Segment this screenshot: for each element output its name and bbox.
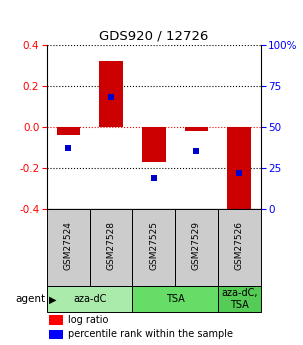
Bar	[49, 315, 63, 325]
Text: aza-dC: aza-dC	[73, 294, 106, 304]
Bar	[99, 61, 123, 127]
Bar	[57, 127, 80, 135]
Bar	[132, 286, 218, 312]
Bar	[90, 209, 132, 286]
Bar	[175, 209, 218, 286]
Text: aza-dC,
TSA: aza-dC, TSA	[221, 288, 258, 310]
Bar	[228, 127, 251, 215]
Title: GDS920 / 12726: GDS920 / 12726	[99, 29, 208, 42]
Bar	[218, 286, 261, 312]
Bar	[132, 209, 175, 286]
Bar	[185, 127, 208, 131]
Text: percentile rank within the sample: percentile rank within the sample	[68, 329, 233, 339]
Bar	[47, 209, 90, 286]
Bar	[47, 286, 132, 312]
Bar	[218, 209, 261, 286]
Text: GSM27529: GSM27529	[192, 221, 201, 270]
Text: GSM27524: GSM27524	[64, 221, 73, 270]
Text: GSM27528: GSM27528	[107, 221, 115, 270]
Text: ▶: ▶	[48, 294, 56, 304]
Bar	[49, 330, 63, 339]
Text: GSM27526: GSM27526	[235, 221, 244, 270]
Text: TSA: TSA	[166, 294, 185, 304]
Text: log ratio: log ratio	[68, 315, 109, 325]
Text: agent: agent	[15, 294, 45, 304]
Bar	[142, 127, 165, 161]
Text: GSM27525: GSM27525	[149, 221, 158, 270]
